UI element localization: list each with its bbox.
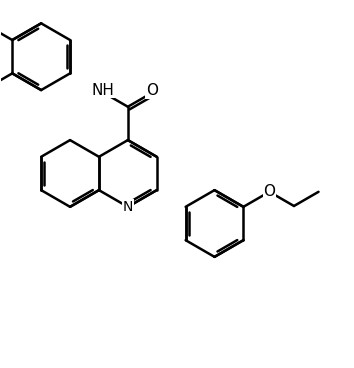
Text: N: N <box>122 200 133 214</box>
Text: O: O <box>263 184 275 199</box>
Text: O: O <box>146 84 158 98</box>
Text: NH: NH <box>92 82 115 98</box>
